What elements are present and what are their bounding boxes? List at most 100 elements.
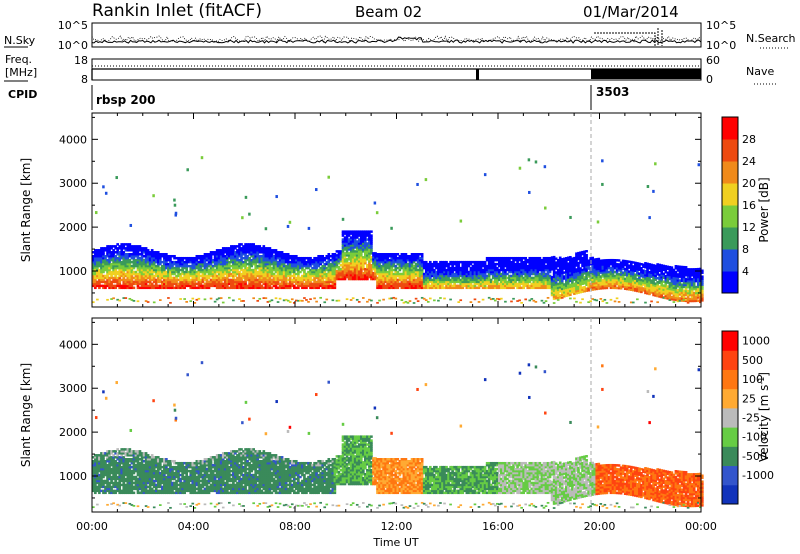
power-cell: [646, 284, 649, 287]
power-cell: [366, 269, 369, 273]
power-cell: [238, 284, 241, 288]
power-cell: [380, 274, 383, 278]
power-cell: [331, 286, 335, 290]
power-cell: [552, 259, 556, 263]
power-cell: [349, 256, 353, 259]
power-cell: [252, 274, 255, 278]
power-cell: [400, 280, 404, 284]
power-cell: [254, 251, 258, 254]
power-cell: [323, 272, 327, 276]
power-cell: [181, 278, 184, 282]
power-cell: [238, 245, 241, 248]
power-cell: [420, 296, 424, 299]
power-cell: [564, 288, 568, 292]
power-cell: [185, 274, 189, 278]
power-cell: [548, 270, 552, 274]
power-cell: [465, 282, 469, 286]
power-cell: [392, 260, 396, 264]
power-cell: [254, 284, 258, 288]
power-cell: [447, 272, 450, 276]
power-cell: [209, 268, 213, 272]
power-cell: [368, 250, 371, 253]
power-cell: [185, 284, 189, 288]
power-cell: [378, 254, 381, 258]
power-cell: [593, 266, 597, 269]
power-cell: [410, 254, 414, 258]
power-cell: [232, 249, 235, 252]
power-cell: [144, 249, 148, 252]
power-cell: [280, 272, 284, 276]
power-cell: [577, 285, 580, 288]
power-cell: [136, 256, 140, 260]
power-cell: [461, 274, 465, 278]
power-cell: [500, 264, 503, 268]
power-cell: [244, 280, 247, 284]
power-cell: [579, 275, 582, 278]
power-cell: [104, 260, 107, 264]
power-cell: [404, 262, 408, 266]
power-cell: [278, 258, 282, 262]
power-cell: [177, 274, 180, 278]
power-cell: [489, 258, 493, 262]
power-cell: [177, 286, 180, 290]
power-cell: [179, 258, 182, 262]
power-cell: [248, 262, 251, 266]
power-cell: [102, 270, 105, 274]
power-cell: [453, 284, 456, 288]
power-cell: [540, 274, 544, 278]
power-cell: [361, 273, 365, 277]
power-cell: [163, 254, 166, 258]
power-cell: [351, 263, 355, 267]
power-cell: [183, 256, 186, 260]
power-cell: [662, 290, 666, 293]
power-cell: [207, 258, 211, 262]
power-cell: [648, 282, 651, 286]
power-cell: [441, 264, 444, 268]
power-cell: [225, 260, 229, 264]
power-cell: [506, 262, 509, 266]
power-cell: [648, 290, 651, 294]
power-cell: [613, 259, 617, 262]
power-cell: [560, 289, 564, 293]
power-cell: [629, 278, 633, 282]
power-cell: [114, 245, 117, 248]
power-cell: [349, 263, 353, 267]
power-cell: [148, 258, 152, 262]
power-cell: [244, 284, 247, 288]
power-cell: [445, 264, 448, 268]
power-cell: [307, 272, 310, 276]
power-cell: [248, 264, 251, 268]
power-cell: [388, 297, 392, 300]
power-cell: [498, 258, 501, 262]
power-cell: [343, 230, 347, 233]
power-cell: [268, 249, 272, 252]
power-cell: [638, 266, 641, 269]
power-cell: [546, 296, 550, 299]
power-cell: [148, 282, 152, 286]
power-cell: [195, 254, 199, 258]
power-cell: [138, 278, 142, 282]
power-cell: [382, 270, 385, 274]
power-cell: [627, 260, 631, 263]
power-cell: [351, 236, 355, 239]
power-cell: [280, 284, 284, 288]
power-cell: [469, 278, 473, 282]
power-cell: [230, 247, 233, 250]
power-cell: [171, 280, 174, 284]
power-cell: [502, 262, 505, 266]
power-cell: [408, 270, 412, 274]
power-cell: [471, 268, 475, 272]
power-cell: [246, 276, 249, 280]
power-cell: [154, 282, 158, 286]
power-cell: [366, 256, 369, 259]
power-cell: [361, 256, 365, 259]
power-cell: [491, 266, 495, 270]
power-cell: [530, 298, 534, 300]
power-cell: [366, 254, 369, 257]
power-cell: [530, 264, 534, 268]
power-cell: [244, 258, 247, 262]
power-cell: [321, 256, 325, 260]
power-cell: [634, 283, 637, 286]
power-cell: [542, 268, 546, 272]
power-cell: [122, 247, 126, 250]
